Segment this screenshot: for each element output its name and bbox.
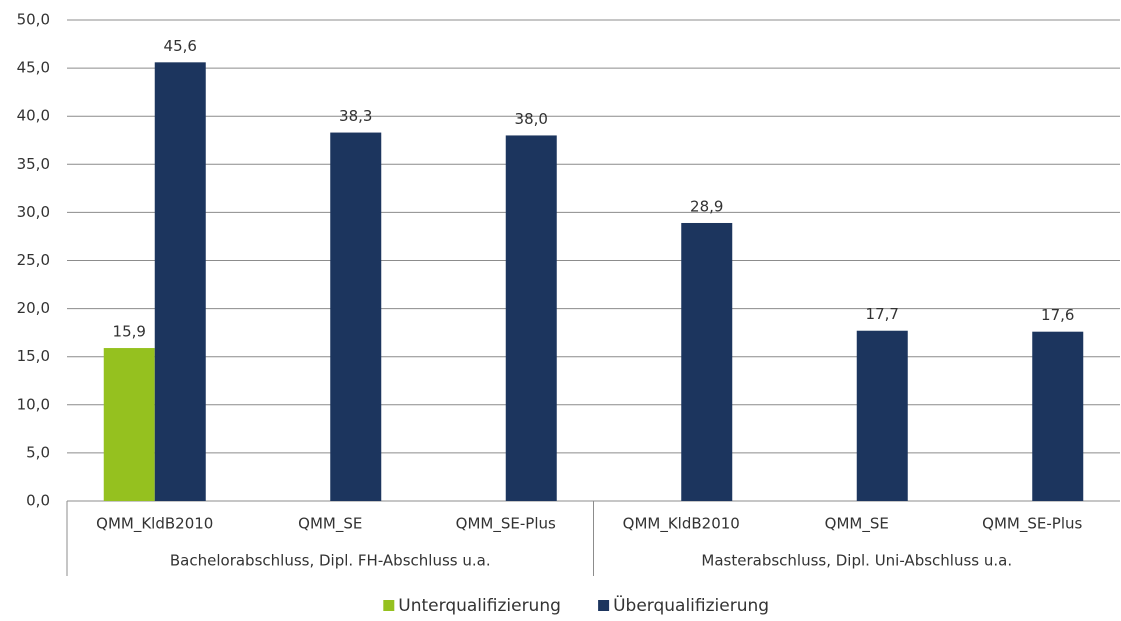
value-label: 38,3 [339, 107, 372, 125]
bar [154, 62, 206, 501]
y-tick-label: 15,0 [17, 347, 50, 365]
legend-label: Überqualifizierung [613, 594, 769, 616]
bar [103, 348, 155, 501]
x-tick-label: QMM_SE [825, 515, 889, 534]
value-label: 15,9 [113, 323, 146, 341]
x-tick-label: QMM_SE-Plus [456, 515, 556, 534]
legend-label: Unterqualifizierung [398, 596, 561, 616]
legend-swatch [383, 600, 395, 611]
bar [856, 330, 908, 501]
value-label: 17,6 [1041, 306, 1074, 324]
y-tick-label: 35,0 [17, 155, 50, 173]
y-tick-label: 20,0 [17, 299, 50, 317]
y-tick-label: 45,0 [17, 59, 50, 77]
group-label: Masterabschluss, Dipl. Uni-Abschluss u.a… [701, 552, 1012, 570]
y-tick-label: 10,0 [17, 395, 50, 413]
bar [505, 135, 557, 501]
y-tick-label: 40,0 [17, 107, 50, 125]
y-tick-label: 0,0 [26, 492, 50, 510]
bar [330, 132, 382, 501]
x-tick-label: QMM_SE [298, 515, 362, 534]
value-label: 38,0 [515, 110, 548, 128]
x-tick-label: QMM_KldB2010 [96, 515, 213, 534]
y-tick-label: 30,0 [17, 203, 50, 221]
value-label: 28,9 [690, 197, 723, 215]
x-tick-label: QMM_SE-Plus [982, 515, 1082, 534]
y-tick-label: 5,0 [26, 443, 50, 461]
group-label: Bachelorabschluss, Dipl. FH-Abschluss u.… [170, 552, 491, 570]
value-label: 45,6 [164, 37, 197, 55]
bar [1032, 331, 1084, 501]
y-tick-label: 25,0 [17, 251, 50, 269]
x-tick-label: QMM_KldB2010 [623, 515, 740, 534]
y-tick-label: 50,0 [17, 11, 50, 29]
legend-swatch [598, 600, 610, 611]
value-label: 17,7 [866, 305, 899, 323]
bar [681, 222, 733, 501]
